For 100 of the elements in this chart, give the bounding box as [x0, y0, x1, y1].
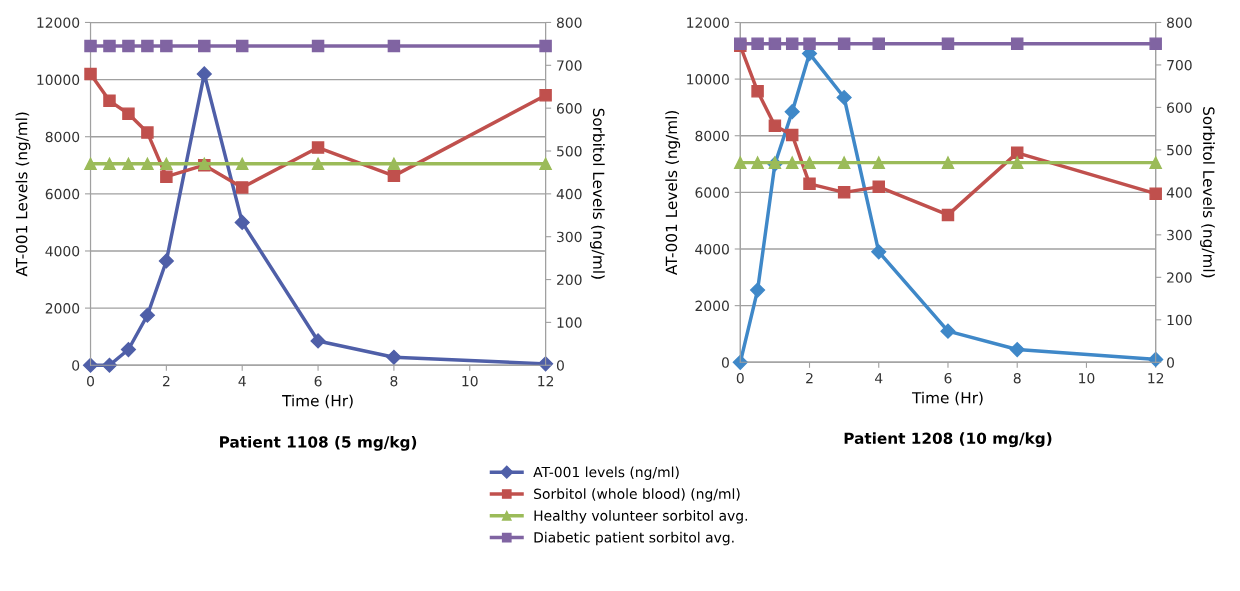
y-tick-label: 8000 — [45, 131, 80, 143]
point — [122, 107, 135, 120]
point — [160, 157, 173, 171]
y2-tick-label: 800 — [1167, 17, 1192, 28]
y-tick-label: 0 — [721, 357, 729, 368]
y-tick-label: 10000 — [687, 74, 729, 85]
y2-tick-label: 600 — [556, 103, 582, 114]
point — [940, 323, 956, 339]
y-tick-label: 0 — [72, 360, 80, 371]
x-tick-label: 10 — [1079, 372, 1095, 384]
y2-tick-label: 0 — [556, 360, 564, 371]
y-tick-label: 6000 — [45, 188, 80, 200]
y-tick-label: 4000 — [695, 243, 729, 255]
point — [871, 244, 887, 260]
point — [785, 156, 799, 169]
point — [803, 177, 816, 191]
y2-tick-label: 400 — [1166, 187, 1192, 198]
point — [141, 157, 154, 171]
point — [941, 37, 955, 50]
x-tick-label: 4 — [238, 376, 246, 387]
point — [751, 37, 764, 50]
x-tick-label: 2 — [806, 372, 813, 384]
point — [160, 39, 173, 53]
point — [1010, 146, 1024, 160]
y-tick-label: 2000 — [695, 300, 729, 312]
point — [785, 37, 799, 50]
point — [1149, 156, 1162, 169]
x-tick-label: 10 — [462, 375, 478, 387]
x-tick-label: 8 — [390, 375, 398, 387]
point — [310, 333, 326, 349]
point — [803, 37, 816, 50]
x-tick-label: 4 — [875, 373, 883, 384]
y2-tick-label: 400 — [556, 188, 582, 200]
point — [539, 39, 552, 53]
x-tick-label: 12 — [1148, 372, 1164, 384]
y2-tick-label: 700 — [1167, 59, 1192, 71]
point — [750, 282, 766, 298]
point — [311, 157, 325, 171]
point — [103, 39, 116, 53]
point — [803, 156, 816, 169]
point — [122, 39, 135, 53]
point — [837, 186, 851, 199]
y-axis-title: AT-001 Levels (ng/ml) — [15, 112, 31, 277]
y2-tick-label: 700 — [557, 60, 582, 71]
point — [734, 156, 747, 169]
point — [387, 39, 401, 53]
point — [1149, 187, 1162, 200]
y2-tick-label: 100 — [1167, 314, 1192, 326]
point — [872, 180, 885, 194]
y2-axis-title: Sorbitol Levels (ng/ml) — [589, 108, 605, 279]
point — [84, 157, 97, 171]
point — [872, 37, 885, 50]
point — [82, 357, 99, 373]
point — [101, 357, 118, 373]
point — [732, 354, 748, 370]
y-tick-label: 6000 — [695, 187, 729, 198]
point — [1009, 341, 1025, 358]
y2-tick-label: 800 — [556, 17, 582, 28]
text: Patient 1108 (5 mg/kg) — [220, 435, 417, 451]
point — [941, 208, 955, 222]
point — [198, 39, 211, 53]
y2-tick-label: 500 — [1167, 144, 1192, 156]
point — [1010, 156, 1024, 169]
point — [836, 89, 852, 106]
point — [141, 126, 154, 139]
x-tick-label: 0 — [87, 375, 95, 387]
point — [235, 39, 249, 53]
point — [751, 156, 764, 169]
point — [235, 181, 249, 194]
y-tick-label: 4000 — [45, 245, 80, 257]
y2-tick-label: 300 — [557, 231, 582, 243]
y-tick-label: 12000 — [687, 17, 729, 28]
legend-label: Healthy volunteer sorbitol avg. — [534, 510, 748, 524]
point — [538, 356, 554, 372]
point — [235, 157, 249, 171]
y2-tick-label: 600 — [1167, 102, 1192, 113]
point — [311, 141, 325, 154]
y2-tick-label: 0 — [1167, 357, 1175, 368]
y-axis-title: AT-001 Levels (ng/ml) — [665, 110, 681, 275]
point — [103, 94, 116, 108]
point — [387, 157, 401, 171]
point — [158, 253, 174, 269]
y-tick-label: 12000 — [37, 17, 80, 28]
point — [837, 156, 851, 169]
y2-tick-label: 100 — [557, 317, 582, 328]
point — [872, 156, 885, 169]
point — [387, 169, 401, 183]
point — [234, 214, 250, 230]
point — [539, 157, 552, 171]
y-tick-label: 10000 — [37, 74, 80, 86]
legend-label: AT-001 levels (ng/ml) — [533, 466, 679, 480]
point — [768, 37, 782, 50]
point — [837, 37, 851, 50]
point — [84, 39, 97, 53]
y2-tick-label: 200 — [1167, 272, 1192, 283]
point — [784, 104, 800, 120]
y2-tick-label: 300 — [1167, 229, 1192, 241]
x-tick-label: 2 — [162, 375, 170, 387]
x-tick-label: 0 — [736, 372, 744, 384]
legend-label: Sorbitol (whole blood) (ng/ml) — [534, 488, 740, 502]
